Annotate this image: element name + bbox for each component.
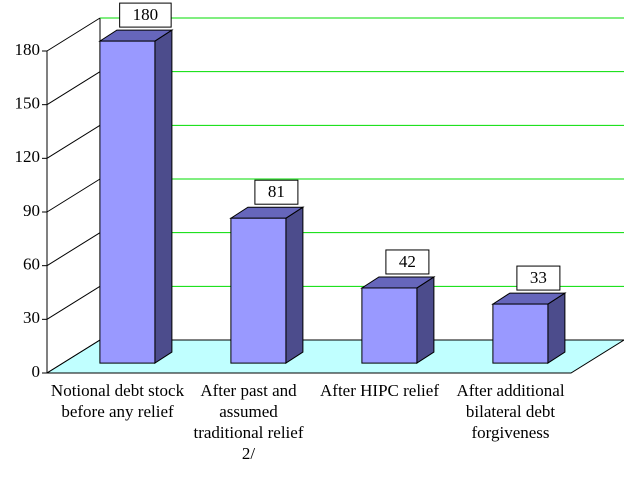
x-tick-label: Notional debt stock before any relief <box>50 381 185 421</box>
bar-side <box>547 292 566 365</box>
y-tick-label: 60 <box>23 255 40 274</box>
y-tick-label: 0 <box>32 362 41 381</box>
bar <box>99 40 156 364</box>
bar <box>230 217 287 364</box>
value-label-box <box>119 2 172 28</box>
bar-side <box>154 29 173 365</box>
value-label: 81 <box>268 182 285 201</box>
wall-line <box>46 178 101 213</box>
value-label-box <box>516 265 561 291</box>
value-label-box <box>385 249 430 275</box>
x-tick-label: After HIPC relief <box>320 381 439 400</box>
y-tick-label: 90 <box>23 201 40 220</box>
wall-line <box>46 17 101 52</box>
y-tick-label: 120 <box>15 147 41 166</box>
x-tick-label: After past and assumed traditional relie… <box>193 381 304 463</box>
wall-line <box>46 285 101 320</box>
bar-side <box>285 206 304 365</box>
y-tick-label: 180 <box>15 40 41 59</box>
wall-line <box>46 339 101 374</box>
y-tick-label: 150 <box>15 94 41 113</box>
y-tick-label: 30 <box>23 308 40 327</box>
bar-side <box>416 276 435 365</box>
wall-line <box>46 124 101 159</box>
bar <box>492 303 549 364</box>
value-label: 180 <box>133 5 159 24</box>
x-tick-label: After additional bilateral debt forgiven… <box>456 381 565 442</box>
bar <box>361 287 418 364</box>
value-label-box <box>254 179 299 205</box>
value-label: 33 <box>530 268 547 287</box>
value-label: 42 <box>399 252 416 271</box>
wall-line <box>46 71 101 106</box>
wall-line <box>46 232 101 267</box>
